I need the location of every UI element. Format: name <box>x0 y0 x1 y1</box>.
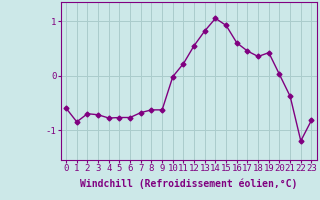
X-axis label: Windchill (Refroidissement éolien,°C): Windchill (Refroidissement éolien,°C) <box>80 179 298 189</box>
